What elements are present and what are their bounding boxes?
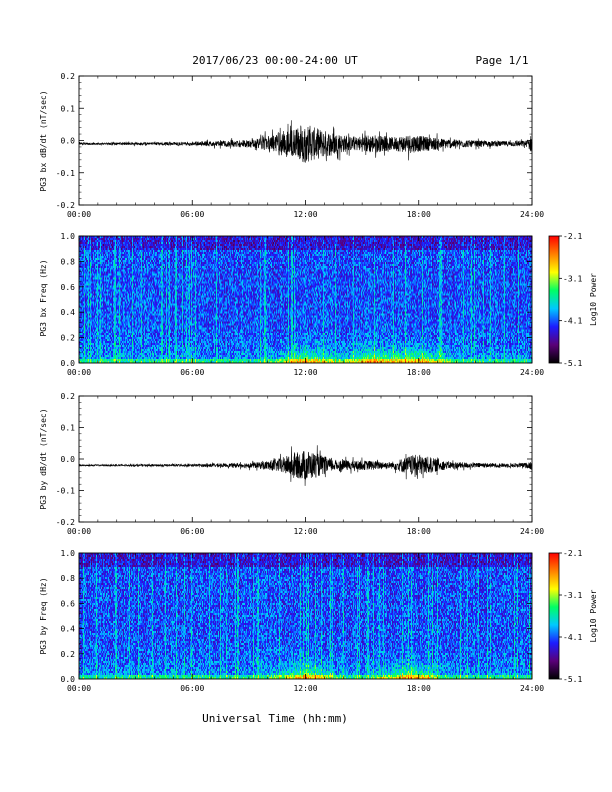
x-tick-label: 24:00 <box>520 210 544 219</box>
line-panel: 00:00 06:00 12:00 18:00 24:00 0.2 0.1 0.0 -0.1 -0… <box>39 72 544 219</box>
colorbar-tick-label: -3.1 <box>563 274 582 283</box>
x-tick-label: 06:00 <box>180 684 204 693</box>
y-tick-label: 1.0 <box>61 549 76 558</box>
y-tick-label: 0.2 <box>61 650 76 659</box>
x-tick-label: 06:00 <box>180 368 204 377</box>
colorbar: -2.1 -3.1 -4.1 -5.1 Log10 Power <box>548 232 598 368</box>
y-tick-label: 0.4 <box>61 308 76 317</box>
y-tick-label: 0.2 <box>61 392 76 401</box>
y-tick-label: -0.1 <box>56 487 75 496</box>
spectrogram <box>79 236 532 363</box>
line-panel: 00:00 06:00 12:00 18:00 24:00 0.2 0.1 0.0 -0.1 -0… <box>39 392 544 536</box>
y-tick-label: -0.1 <box>56 169 75 178</box>
spectrogram-canvas <box>79 553 532 679</box>
y-axis-label: PG3 bx Freq (Hz) <box>39 259 48 336</box>
colorbar-tick-label: -2.1 <box>563 549 582 558</box>
colorbar-tick-label: -5.1 <box>563 359 582 368</box>
x-tick-label: 00:00 <box>67 527 91 536</box>
page-indicator: Page 1/1 <box>476 54 529 67</box>
colorbar-tick-label: -2.1 <box>563 232 582 241</box>
x-tick-label: 18:00 <box>407 527 431 536</box>
y-tick-label: 0.6 <box>61 283 76 292</box>
spectrogram <box>79 553 532 679</box>
plot-title: 2017/06/23 00:00-24:00 UT <box>192 54 358 67</box>
x-tick-label: 06:00 <box>180 210 204 219</box>
x-tick-label: 06:00 <box>180 527 204 536</box>
colorbar-bar <box>548 235 560 364</box>
series-line <box>78 120 533 163</box>
x-tick-label: 00:00 <box>67 368 91 377</box>
x-tick-label: 12:00 <box>293 684 317 693</box>
x-tick-label: 18:00 <box>407 210 431 219</box>
y-tick-label: 0.8 <box>61 574 76 583</box>
colorbar-tick-label: -5.1 <box>563 675 582 684</box>
y-tick-label: 0.6 <box>61 599 76 608</box>
y-tick-label: 0.4 <box>61 625 76 634</box>
y-tick-label: 0.2 <box>61 72 76 81</box>
colorbar-bar <box>548 552 560 680</box>
colorbar-tick-label: -3.1 <box>563 591 582 600</box>
y-axis-label: PG3 by Freq (Hz) <box>39 577 48 654</box>
x-tick-label: 00:00 <box>67 684 91 693</box>
x-tick-label: 24:00 <box>520 368 544 377</box>
colorbar: -2.1 -3.1 -4.1 -5.1 Log10 Power <box>548 549 598 684</box>
y-tick-label: 0.0 <box>61 455 76 464</box>
colorbar-label: Log10 Power <box>589 589 598 642</box>
y-tick-label: 0.8 <box>61 257 76 266</box>
y-tick-label: -0.2 <box>56 201 75 210</box>
y-axis-label: PG3 by dB/dt (nT/sec) <box>39 408 48 509</box>
heatmap-panel: 00:00 06:00 12:00 18:00 24:00 1.0 0.8 0.6 0.4 0.2… <box>39 232 598 377</box>
x-tick-label: 00:00 <box>67 210 91 219</box>
colorbar-tick-label: -4.1 <box>563 633 582 642</box>
x-tick-label: 24:00 <box>520 527 544 536</box>
heatmap-panel: 00:00 06:00 12:00 18:00 24:00 1.0 0.8 0.6 0.4 0.2… <box>39 549 598 693</box>
series-line <box>78 445 533 486</box>
y-tick-label: 0.1 <box>61 104 76 113</box>
x-axis-title: Universal Time (hh:mm) <box>202 712 348 725</box>
y-tick-label: -0.2 <box>56 518 75 527</box>
spectrogram-canvas <box>79 236 532 363</box>
x-tick-label: 18:00 <box>407 684 431 693</box>
colorbar-tick-label: -4.1 <box>563 317 582 326</box>
panels: 00:00 06:00 12:00 18:00 24:00 0.2 0.1 0.0 -0.1 -0… <box>39 72 598 693</box>
x-tick-label: 24:00 <box>520 684 544 693</box>
y-tick-label: 0.0 <box>61 359 76 368</box>
plot-frame <box>78 395 533 523</box>
y-tick-label: 1.0 <box>61 232 76 241</box>
x-tick-label: 18:00 <box>407 368 431 377</box>
x-tick-label: 12:00 <box>293 210 317 219</box>
y-tick-label: 0.0 <box>61 137 76 146</box>
y-tick-label: 0.1 <box>61 424 76 433</box>
y-axis-label: PG3 bx dB/dt (nT/sec) <box>39 90 48 191</box>
y-tick-label: 0.0 <box>61 675 76 684</box>
x-tick-label: 12:00 <box>293 368 317 377</box>
colorbar-label: Log10 Power <box>589 273 598 326</box>
x-tick-label: 12:00 <box>293 527 317 536</box>
y-tick-label: 0.2 <box>61 334 76 343</box>
